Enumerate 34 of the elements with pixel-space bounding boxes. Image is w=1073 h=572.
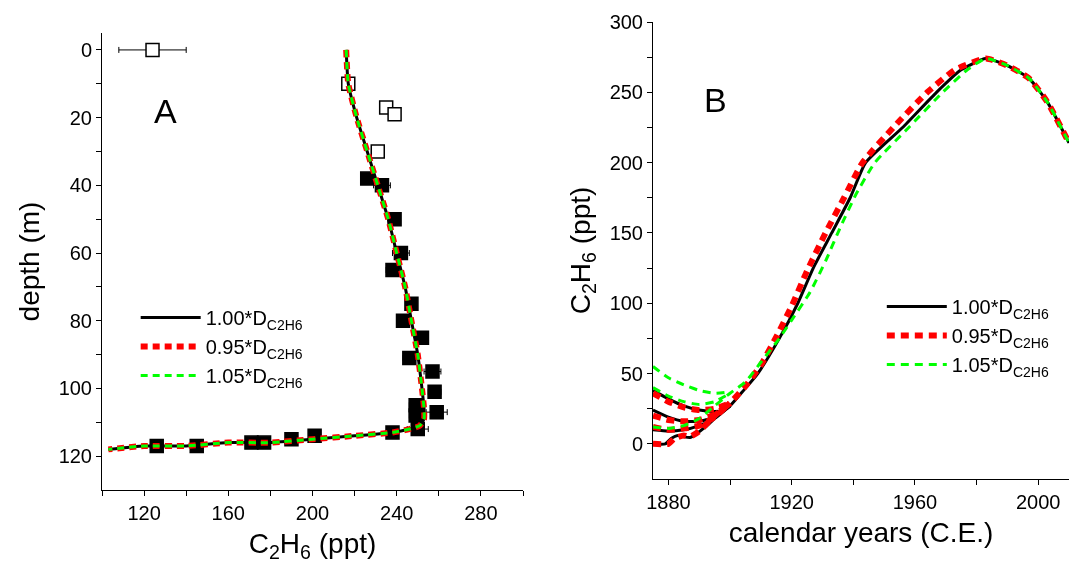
y-tick-label: 50 xyxy=(620,362,643,385)
y-tick-label: 200 xyxy=(609,151,643,174)
legend-label: 1.00*D$_{C2H6}$ xyxy=(951,296,1049,322)
y-tick-label: 40 xyxy=(69,174,92,197)
y-tick-label: 100 xyxy=(609,292,643,315)
x-axis-title: calendar years (C.E.) xyxy=(728,517,994,549)
y-tick-label: 120 xyxy=(58,445,92,468)
y-tick-label: 80 xyxy=(69,309,92,332)
x-tick-label: 200 xyxy=(295,502,330,524)
x-tick-label: 120 xyxy=(127,502,161,524)
annotation: B xyxy=(704,81,727,119)
legend-label: 1.00*D$_{C2H6}$ xyxy=(205,307,303,333)
y-tick-label: 300 xyxy=(609,11,643,33)
y-tick-label: 20 xyxy=(69,106,92,129)
x-tick-label: 2000 xyxy=(1015,491,1061,513)
x-tick-label: 280 xyxy=(464,502,498,524)
y-tick-label: 0 xyxy=(80,38,92,61)
y-tick-label: 60 xyxy=(69,242,92,265)
y-tick-label: 250 xyxy=(609,81,643,104)
x-axis-title: C$_{2}$H$_{6}$ (ppt) xyxy=(248,528,377,563)
x-tick-label: 1880 xyxy=(646,491,691,513)
x-tick-label: 1960 xyxy=(892,491,938,513)
legend-label: 0.95*D$_{C2H6}$ xyxy=(951,325,1049,351)
legend-label: 1.05*D$_{C2H6}$ xyxy=(205,365,303,391)
legend-label: 0.95*D$_{C2H6}$ xyxy=(205,336,303,362)
y-axis-title: depth (m) xyxy=(14,201,46,322)
x-tick-label: 160 xyxy=(211,502,245,524)
annotation: A xyxy=(154,92,177,130)
y-tick-label: 150 xyxy=(609,221,643,244)
y-tick-label: 0 xyxy=(631,432,643,455)
y-tick-label: 100 xyxy=(58,377,92,400)
x-tick-label: 240 xyxy=(380,502,414,524)
x-tick-label: 1920 xyxy=(769,491,814,513)
legend-label: 1.05*D$_{C2H6}$ xyxy=(951,354,1049,380)
